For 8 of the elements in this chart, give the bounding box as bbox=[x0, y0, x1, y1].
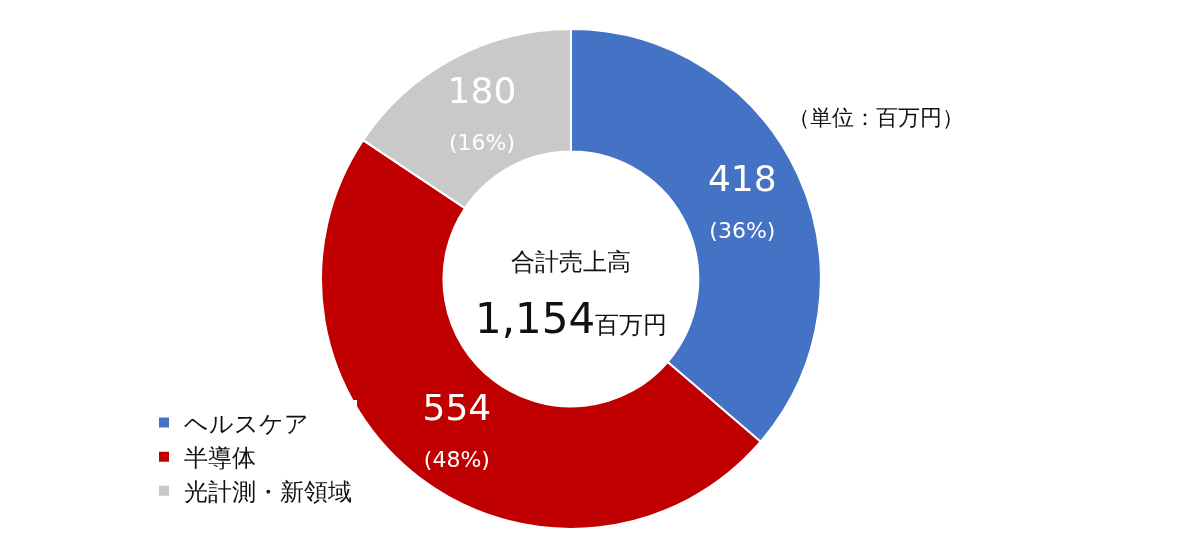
legend-label: 半導体 bbox=[184, 444, 256, 473]
text: 合計売上高 bbox=[511, 248, 631, 276]
legend-label: 光計測・新領域 bbox=[184, 478, 352, 507]
text: （単位：百万円） bbox=[788, 105, 964, 130]
legend-label: ヘルスケア bbox=[184, 409, 309, 438]
text: 1,154百万円 bbox=[475, 294, 668, 343]
data-label: 554 (48%) bbox=[422, 386, 492, 472]
data-label: 418 (36%) bbox=[707, 157, 777, 243]
